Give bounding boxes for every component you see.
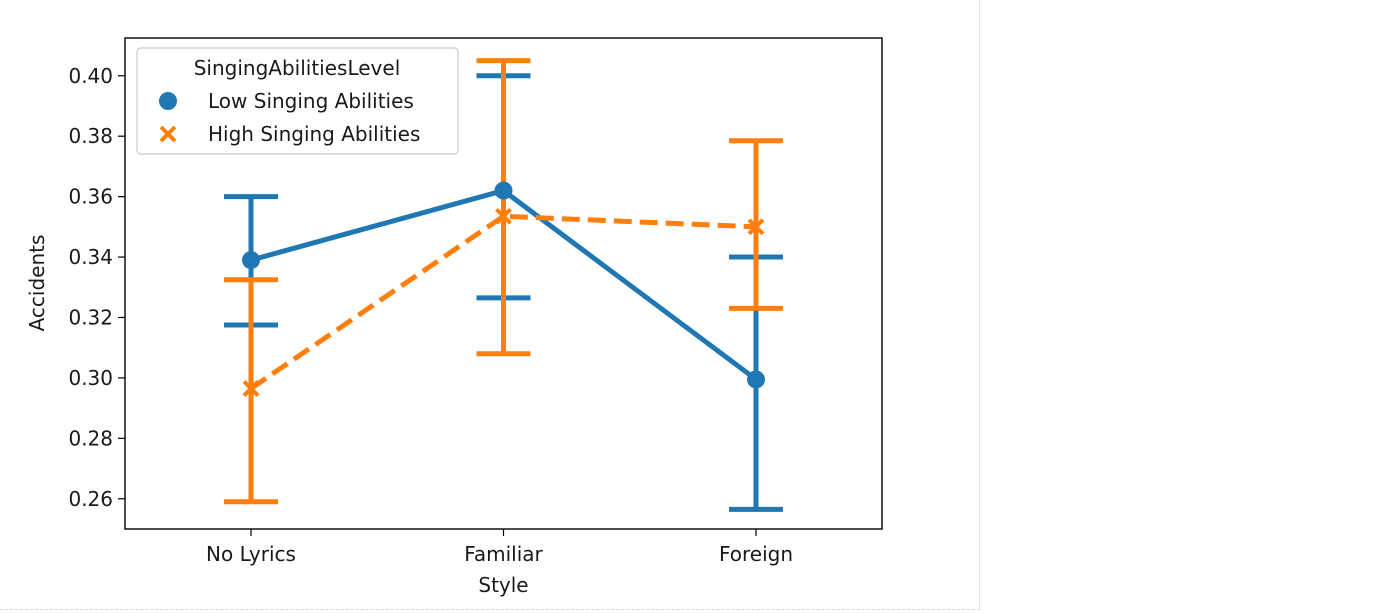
x-marker-stroke [747, 218, 765, 236]
series-line-1 [249, 213, 757, 391]
data-point-1-2 [747, 218, 765, 236]
x-tick-label: No Lyrics [206, 542, 296, 566]
chart-svg: 0.26 0.28 0.30 0.32 0.34 0.36 0.38 0.40 No Lyri… [25, 37, 883, 597]
markers-layer [242, 181, 765, 397]
x-axis-label: Style [478, 573, 528, 597]
legend: SingingAbilitiesLevel Low Singing Abilit… [136, 47, 459, 155]
data-point-0-2 [747, 370, 765, 389]
figure-frame: 0.26 0.28 0.30 0.32 0.34 0.36 0.38 0.40 No Lyri… [0, 0, 980, 610]
y-tick-label: 0.38 [68, 124, 113, 148]
legend-entries: Low Singing Abilities High Singing Abilit… [159, 89, 420, 146]
y-tick-label: 0.40 [68, 64, 113, 88]
y-axis: 0.26 0.28 0.30 0.32 0.34 0.36 0.38 0.40 [68, 64, 125, 511]
data-point-0-0 [242, 251, 260, 270]
data-point-0-1 [494, 181, 513, 200]
legend-label: Low Singing Abilities [208, 89, 414, 113]
legend-box [136, 47, 459, 155]
x-marker-stroke [242, 380, 260, 397]
x-tick-label: Foreign [719, 542, 793, 566]
y-tick-label: 0.26 [68, 487, 113, 511]
x-marker-stroke [495, 207, 512, 225]
data-point-1-0 [242, 380, 260, 397]
x-tick-label: Familiar [464, 542, 543, 566]
x-axis: No Lyrics Familiar Foreign [206, 529, 793, 566]
legend-marker-x-icon [159, 125, 177, 143]
data-point-1-1 [495, 207, 512, 225]
error-bars-layer [224, 58, 783, 512]
legend-marker-circle-icon [159, 92, 177, 110]
y-tick-label: 0.34 [68, 245, 113, 269]
x-marker-stroke [159, 125, 177, 143]
legend-label: High Singing Abilities [208, 122, 420, 146]
y-axis-label: Accidents [25, 235, 49, 332]
legend-title: SingingAbilitiesLevel [194, 56, 401, 80]
y-tick-label: 0.30 [68, 366, 113, 390]
y-tick-label: 0.36 [68, 185, 113, 209]
y-tick-label: 0.28 [68, 426, 113, 450]
y-tick-label: 0.32 [68, 305, 113, 329]
